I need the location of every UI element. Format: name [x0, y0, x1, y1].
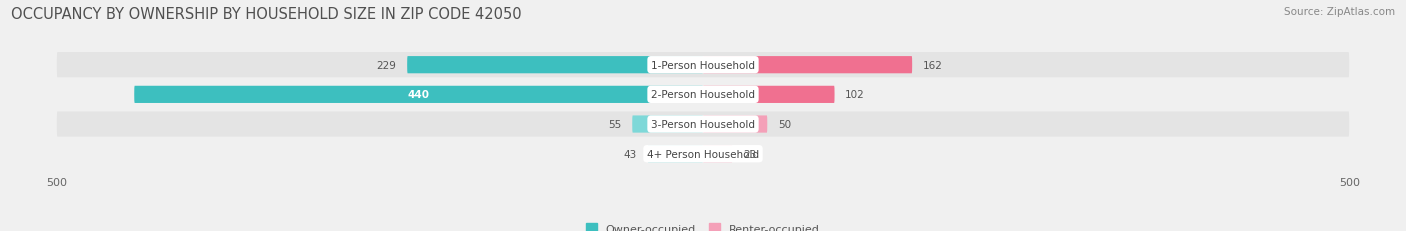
FancyBboxPatch shape [56, 141, 1350, 167]
FancyBboxPatch shape [56, 53, 1350, 78]
FancyBboxPatch shape [56, 82, 1350, 107]
FancyBboxPatch shape [648, 146, 703, 163]
Text: OCCUPANCY BY OWNERSHIP BY HOUSEHOLD SIZE IN ZIP CODE 42050: OCCUPANCY BY OWNERSHIP BY HOUSEHOLD SIZE… [11, 7, 522, 22]
FancyBboxPatch shape [633, 116, 703, 133]
FancyBboxPatch shape [408, 57, 703, 74]
Text: 43: 43 [624, 149, 637, 159]
Text: 4+ Person Household: 4+ Person Household [647, 149, 759, 159]
Text: 2-Person Household: 2-Person Household [651, 90, 755, 100]
Text: 55: 55 [609, 119, 621, 130]
Text: 1-Person Household: 1-Person Household [651, 61, 755, 70]
FancyBboxPatch shape [703, 116, 768, 133]
Text: 440: 440 [408, 90, 429, 100]
Text: 23: 23 [744, 149, 756, 159]
FancyBboxPatch shape [134, 86, 703, 103]
FancyBboxPatch shape [703, 86, 835, 103]
Text: 229: 229 [377, 61, 396, 70]
FancyBboxPatch shape [56, 112, 1350, 137]
Text: 50: 50 [778, 119, 792, 130]
Text: Source: ZipAtlas.com: Source: ZipAtlas.com [1284, 7, 1395, 17]
FancyBboxPatch shape [703, 57, 912, 74]
FancyBboxPatch shape [703, 146, 733, 163]
Text: 162: 162 [922, 61, 943, 70]
Text: 3-Person Household: 3-Person Household [651, 119, 755, 130]
Text: 102: 102 [845, 90, 865, 100]
Legend: Owner-occupied, Renter-occupied: Owner-occupied, Renter-occupied [586, 223, 820, 231]
